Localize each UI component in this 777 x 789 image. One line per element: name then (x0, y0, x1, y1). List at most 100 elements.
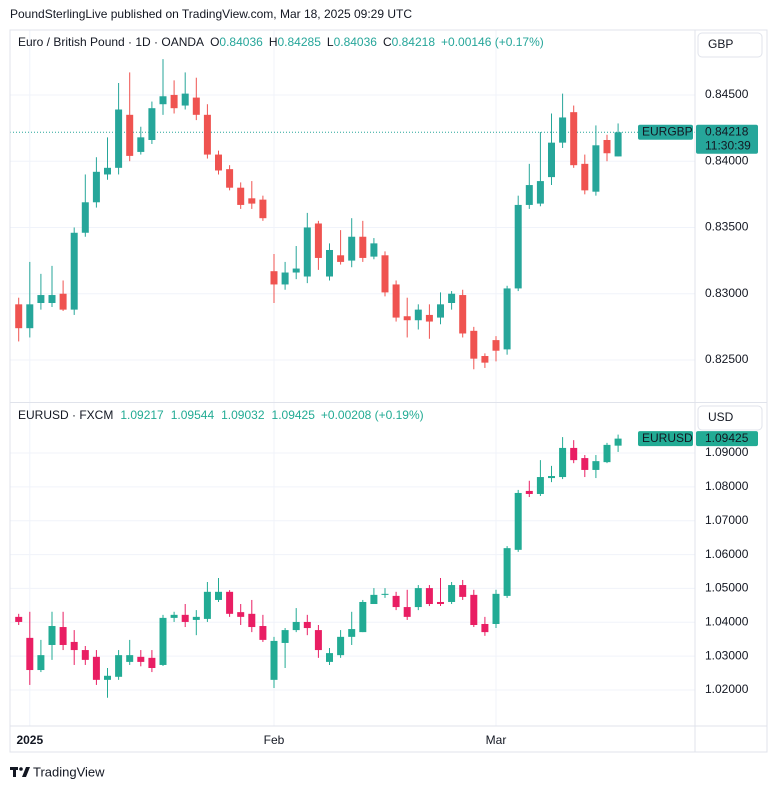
candle-body (181, 614, 189, 622)
y-tick-label: 1.02000 (705, 682, 749, 696)
candle-body (248, 613, 256, 628)
legend-change: +0.00146 (+0.17%) (441, 35, 544, 49)
footer-brand: TradingView (33, 764, 105, 779)
candle-body (392, 595, 400, 608)
x-tick-label: Mar (486, 733, 507, 747)
candle-body (148, 657, 156, 669)
candle-body (437, 601, 444, 605)
candle-body (548, 142, 555, 178)
price-tag-label: 1.09425 (705, 431, 749, 445)
candle-body (159, 96, 167, 105)
candle-body (248, 198, 256, 204)
candle-body (115, 109, 123, 168)
legend-title: EURUSD · FXCM (18, 408, 113, 422)
legend-change: +0.00208 (+0.19%) (321, 408, 424, 422)
logo-part (13, 767, 16, 777)
y-tick-label: 0.83500 (705, 220, 749, 234)
candle-body (159, 617, 167, 665)
candle-body (481, 623, 489, 633)
candle-body (548, 476, 555, 479)
candle-body (370, 243, 378, 257)
candle-body (514, 492, 522, 550)
price-tag-label: 0.84218 (705, 124, 749, 138)
candle-body (448, 293, 456, 304)
y-tick-label: 1.07000 (705, 513, 749, 527)
candle-body (59, 293, 67, 310)
candle-body (314, 630, 322, 651)
candle-body (603, 444, 611, 463)
y-tick-label: 1.06000 (705, 547, 749, 561)
candle-body (470, 594, 478, 626)
symbol-tag (638, 431, 693, 447)
countdown-label: 11:30:39 (705, 138, 751, 152)
candle-body (414, 588, 422, 608)
candle-body (281, 272, 289, 285)
candle-body (381, 593, 389, 595)
marks (15, 59, 622, 698)
candle-body (48, 295, 56, 304)
candle-body (536, 477, 544, 494)
candle-body (525, 185, 533, 205)
y-tick-label: 1.04000 (705, 614, 749, 628)
candle-body (192, 97, 200, 115)
candle-body (592, 145, 600, 192)
candle-body (359, 236, 367, 258)
candle-body (203, 591, 211, 619)
logo-part (22, 767, 30, 777)
y-tick-label: 1.08000 (705, 479, 749, 493)
logo-part (19, 767, 23, 771)
candle-body (603, 139, 611, 154)
y-tick-label: 1.09000 (705, 445, 749, 459)
candle-body (570, 112, 578, 166)
x-tick-label: 2025 (16, 733, 43, 747)
candle-body (59, 627, 67, 645)
price-tag (696, 431, 758, 447)
candle-body (237, 612, 245, 617)
candle-body (226, 591, 234, 614)
candle-body (470, 330, 478, 359)
legend-key: H (269, 35, 278, 49)
candle-body (292, 621, 300, 631)
candle-body (104, 675, 111, 680)
currency-label: GBP (708, 37, 733, 51)
candle-body (170, 94, 178, 109)
candle-body (270, 640, 278, 680)
candle-body (104, 167, 111, 175)
symbol-tag (638, 124, 693, 140)
legend-value: 1.09425 (272, 408, 316, 422)
candle-body (525, 490, 533, 494)
candle-body (348, 629, 356, 637)
currency-box (697, 32, 763, 58)
candle-body (559, 447, 567, 478)
labels: 2025 Feb Mar 0.82500 0.83000 0.83500 0.84000 0.… (16, 32, 763, 747)
candle-body (26, 304, 34, 329)
candle-body (459, 585, 467, 597)
x-tick-label: Feb (264, 733, 285, 747)
legend-value: 0.84036 (334, 35, 378, 49)
legend-key: O (210, 35, 219, 49)
legend-value: 1.09032 (221, 408, 265, 422)
candle-body (492, 340, 500, 351)
candle-body (503, 288, 511, 350)
candle-body (303, 227, 311, 277)
legend-title: Euro / British Pound · 1D · OANDA (18, 35, 204, 49)
candle-body (326, 653, 333, 662)
candle-body (492, 593, 500, 624)
legend: EURUSD · FXCM 1.09217 1.09544 1.09032 1.0942… (18, 408, 424, 422)
candle-body (392, 284, 400, 318)
candle-body (259, 199, 267, 219)
legend-key: C (383, 35, 392, 49)
currency-label: USD (708, 410, 734, 424)
candle-body (148, 108, 156, 140)
candle-body (192, 616, 200, 620)
candle-body (215, 154, 222, 171)
candle-body (237, 187, 245, 205)
legend-key: L (327, 35, 334, 49)
candle-body (414, 309, 422, 321)
candle-body (459, 295, 467, 334)
candle-body (303, 621, 311, 629)
candle-body (614, 438, 622, 446)
candle-body (259, 626, 267, 640)
